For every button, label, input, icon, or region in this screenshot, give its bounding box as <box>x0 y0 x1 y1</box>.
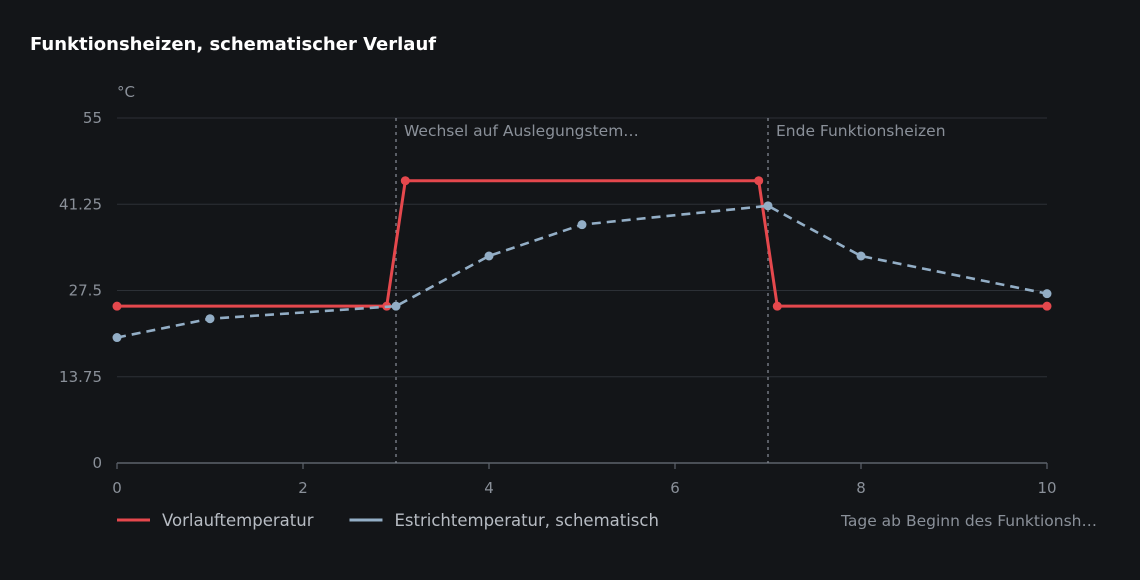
legend-label: Estrichtemperatur, schematisch <box>394 511 658 530</box>
legend-label: Vorlauftemperatur <box>162 511 314 530</box>
data-point <box>856 251 866 261</box>
x-tick-label: 0 <box>112 479 122 497</box>
x-tick-label: 8 <box>856 479 866 497</box>
annotation-label: Ende Funktionsheizen <box>776 122 946 140</box>
y-tick-label: 0 <box>92 454 102 472</box>
data-point <box>1042 301 1052 311</box>
data-point <box>1042 289 1052 299</box>
chart-title: Funktionsheizen, schematischer Verlauf <box>30 34 437 55</box>
annotation-label: Wechsel auf Auslegungstem… <box>404 122 639 140</box>
x-tick-label: 6 <box>670 479 680 497</box>
data-point <box>391 301 401 311</box>
data-point <box>772 301 782 311</box>
y-tick-label: 27.5 <box>69 282 102 300</box>
x-tick-label: 10 <box>1037 479 1056 497</box>
data-point <box>400 176 410 186</box>
data-point <box>577 220 587 230</box>
y-tick-label: 41.25 <box>59 195 102 213</box>
series-line <box>116 204 1048 339</box>
data-point <box>754 176 764 186</box>
data-point <box>763 201 773 211</box>
y-tick-label: 13.75 <box>59 368 102 386</box>
y-axis: 0 13.75 27.5 41.25 55 <box>59 109 102 472</box>
data-point <box>112 301 122 311</box>
annotations: Wechsel auf Auslegungstem… Ende Funktions… <box>395 118 946 463</box>
data-point <box>484 251 494 261</box>
x-tick-label: 4 <box>484 479 494 497</box>
x-tick-label: 2 <box>298 479 308 497</box>
data-point <box>112 333 122 343</box>
grid-lines <box>117 117 1047 378</box>
series <box>112 176 1052 343</box>
series-line <box>117 179 1047 308</box>
x-axis: 0 2 4 6 8 10 <box>112 462 1057 497</box>
data-point <box>205 314 215 324</box>
y-tick-label: 55 <box>83 109 102 127</box>
legend: Vorlauftemperatur Estrichtemperatur, sche… <box>117 511 659 530</box>
y-axis-unit: °C <box>117 83 135 101</box>
x-axis-label: Tage ab Beginn des Funktionsh… <box>840 512 1097 530</box>
